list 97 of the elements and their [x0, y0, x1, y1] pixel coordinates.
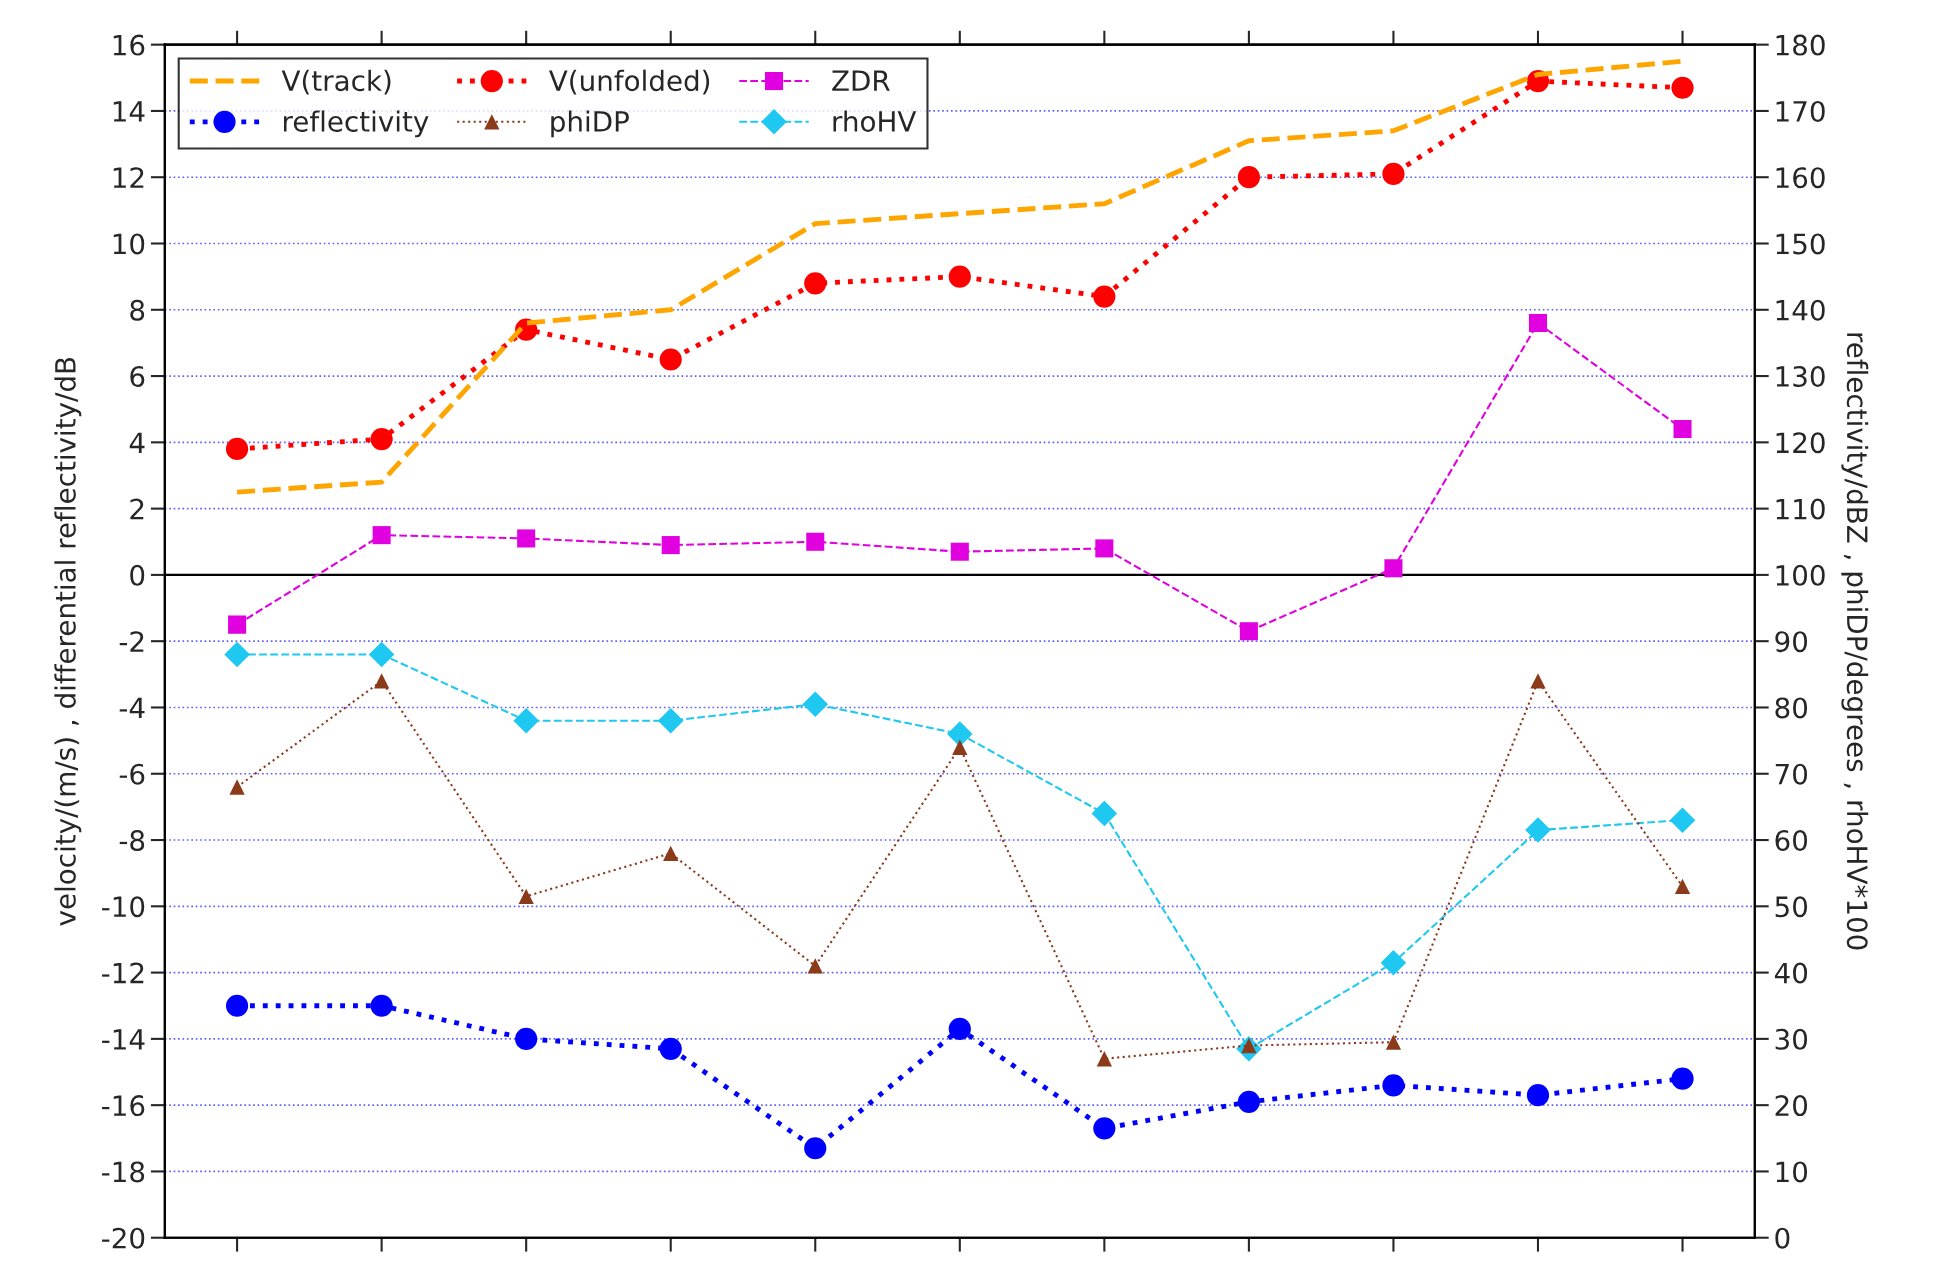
legend-label: ZDR: [832, 70, 890, 91]
point: [370, 427, 393, 451]
point: [806, 532, 825, 551]
y-tick-label: -10: [102, 896, 145, 918]
legend-label: rhoHV: [833, 110, 917, 132]
point: [368, 641, 395, 668]
y-tick-label: -8: [119, 829, 145, 851]
point: [225, 994, 249, 1017]
point: [1384, 559, 1403, 578]
y-tick-label: 0: [130, 564, 145, 586]
y-tick-label: -16: [102, 1095, 145, 1117]
y-tick-label: -4: [119, 697, 145, 719]
y2-tick-label: 140: [1776, 299, 1825, 321]
point: [663, 845, 679, 861]
y2-tick-label: 10: [1776, 1161, 1808, 1183]
point: [1671, 1067, 1694, 1090]
legend-label: phiDP: [551, 110, 629, 138]
point: [513, 707, 539, 734]
point: [1669, 807, 1696, 833]
point: [1237, 1090, 1260, 1113]
point: [370, 994, 393, 1017]
y2-tick-label: 150: [1776, 233, 1825, 255]
point: [1530, 673, 1546, 689]
point: [1095, 539, 1114, 558]
point: [518, 888, 534, 905]
y-tick-label: 8: [130, 299, 145, 321]
point: [229, 779, 245, 795]
y2-tick-label: 30: [1775, 1028, 1808, 1050]
y2-tick-label: 120: [1776, 432, 1825, 454]
y-tick-label: 14: [113, 101, 145, 122]
y-tick-label: 12: [113, 167, 144, 188]
point: [659, 1037, 682, 1060]
point: [952, 739, 968, 755]
y2-tick-label: 0: [1775, 1227, 1790, 1249]
point: [1382, 162, 1405, 186]
point: [224, 641, 250, 668]
point: [1526, 1084, 1550, 1107]
point: [804, 272, 827, 295]
y2-tick-label: 40: [1774, 962, 1808, 984]
y2-tick-label: 180: [1776, 34, 1825, 56]
legend-label: reflectivity: [284, 110, 429, 138]
y-tick-label: 10: [113, 233, 145, 255]
point: [515, 1027, 538, 1050]
point: [1091, 800, 1118, 827]
point: [225, 437, 249, 461]
y-tick-label: 4: [129, 432, 145, 453]
point: [517, 529, 536, 548]
point: [1525, 817, 1551, 843]
point: [1671, 76, 1694, 99]
point: [1528, 314, 1548, 333]
y2-tick-label: 50: [1775, 896, 1808, 918]
point: [1093, 285, 1116, 308]
point: [948, 1017, 971, 1041]
point: [1096, 1051, 1112, 1067]
y2-tick-label: 100: [1776, 564, 1825, 586]
y2-tick-label: 130: [1776, 366, 1825, 388]
y2-tick-label: 60: [1775, 829, 1808, 851]
y-tick-label: -6: [119, 763, 145, 785]
y-tick-label: 2: [130, 498, 144, 520]
y-axis-title: velocity/(m/s) , differential reflectivity/dB: [54, 357, 82, 926]
y-tick-label: -20: [102, 1227, 145, 1249]
y2-tick-label: 70: [1775, 763, 1808, 785]
y-tick-label: -14: [102, 1029, 145, 1050]
point: [228, 615, 247, 634]
y2-tick-label: 170: [1776, 100, 1825, 122]
point: [1382, 1074, 1405, 1097]
point: [1674, 878, 1691, 895]
point: [657, 707, 684, 734]
point: [373, 673, 390, 689]
legend-label: V(unfolded): [548, 69, 710, 95]
point: [802, 691, 829, 717]
point: [372, 526, 391, 545]
y2-tick-label: 110: [1776, 498, 1825, 520]
point: [1385, 1034, 1402, 1050]
point: [659, 348, 682, 371]
y2-axis-title: reflectivity/dBZ , phiDP/degrees , rhoHV*100: [1841, 333, 1869, 950]
y2-tick-label: 90: [1775, 631, 1808, 653]
y2-tick-label: 160: [1776, 167, 1825, 189]
point: [807, 958, 823, 974]
point: [1093, 1117, 1116, 1140]
point: [948, 265, 971, 288]
legend-label: V(track): [281, 69, 391, 95]
point: [804, 1137, 827, 1160]
point: [950, 542, 969, 561]
point: [661, 536, 680, 555]
y2-tick-label: 20: [1775, 1095, 1808, 1117]
y2-tick-label: 80: [1775, 697, 1808, 719]
point: [1239, 622, 1258, 641]
point: [1237, 166, 1260, 189]
y-tick-label: -18: [102, 1161, 145, 1183]
point: [1673, 420, 1692, 439]
y-tick-label: -12: [102, 962, 144, 984]
point: [947, 721, 973, 747]
y-tick-label: -2: [119, 631, 144, 652]
y-tick-label: 16: [113, 34, 145, 56]
point: [1380, 949, 1407, 976]
y-tick-label: 6: [130, 366, 145, 388]
